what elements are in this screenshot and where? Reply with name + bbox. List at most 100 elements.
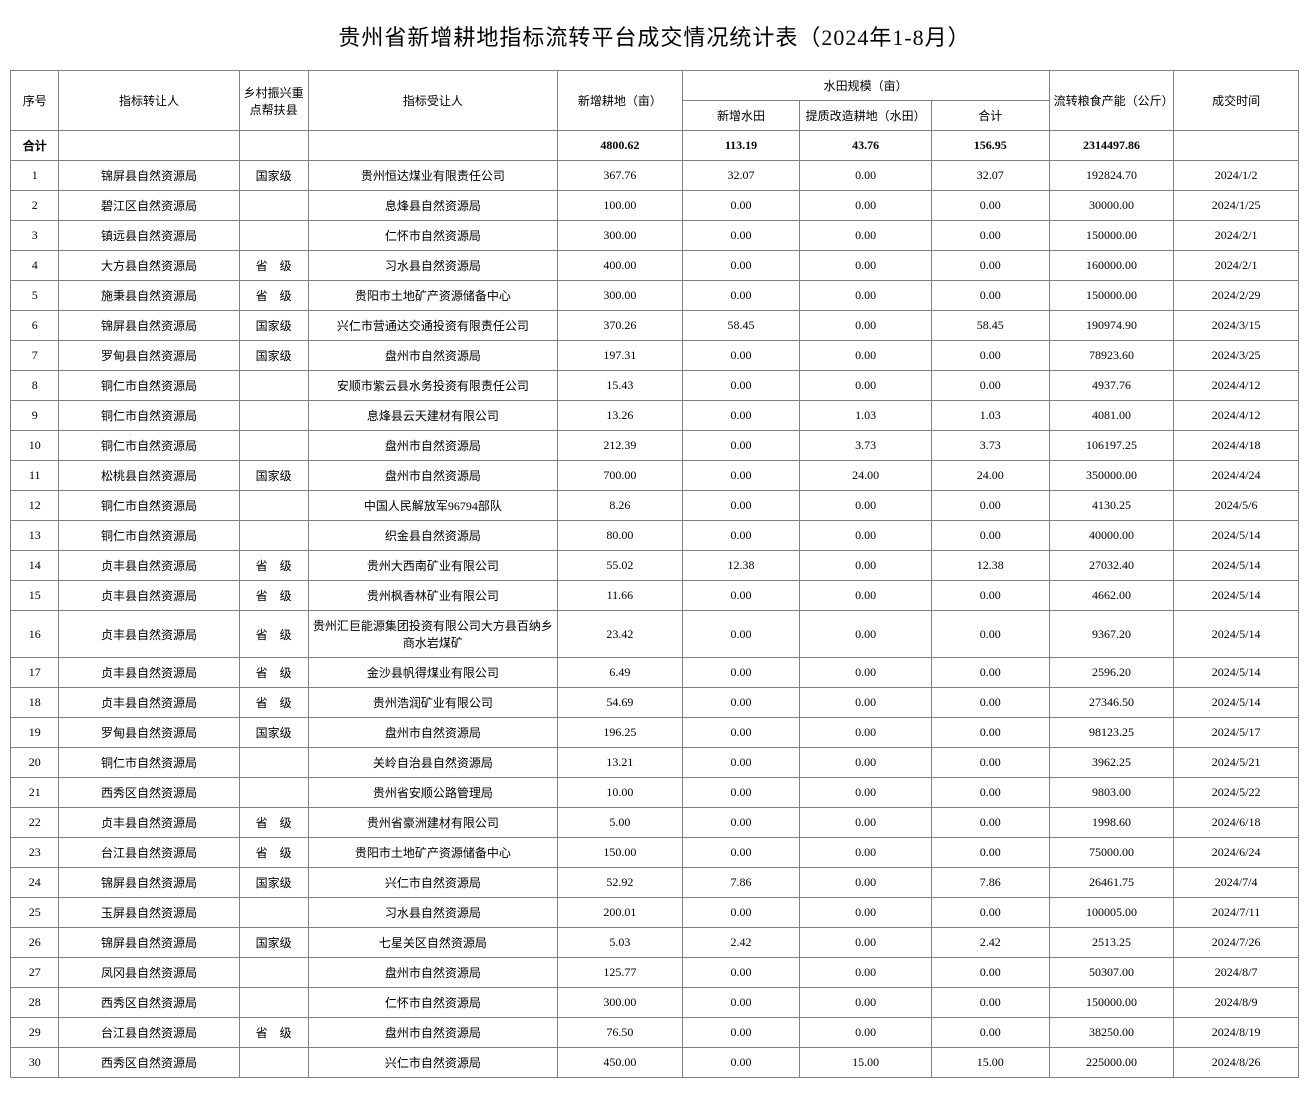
table-row: 19罗甸县自然资源局国家级盘州市自然资源局196.250.000.000.009… <box>11 718 1299 748</box>
total-label: 合计 <box>11 131 59 161</box>
cell-transferor: 台江县自然资源局 <box>59 1018 239 1048</box>
cell-village <box>239 521 308 551</box>
cell-improve: 0.00 <box>800 928 932 958</box>
table-row: 5施秉县自然资源局省 级贵阳市土地矿产资源储备中心300.000.000.000… <box>11 281 1299 311</box>
cell-transferee: 盘州市自然资源局 <box>308 431 557 461</box>
cell-newland: 6.49 <box>558 658 683 688</box>
table-row: 7罗甸县自然资源局国家级盘州市自然资源局197.310.000.000.0078… <box>11 341 1299 371</box>
cell-seq: 8 <box>11 371 59 401</box>
cell-seq: 28 <box>11 988 59 1018</box>
cell-transferee: 贵阳市土地矿产资源储备中心 <box>308 281 557 311</box>
table-row: 4大方县自然资源局省 级习水县自然资源局400.000.000.000.0016… <box>11 251 1299 281</box>
cell-improve: 3.73 <box>800 431 932 461</box>
cell-subtotal: 0.00 <box>931 611 1049 658</box>
cell-subtotal: 15.00 <box>931 1048 1049 1078</box>
table-row: 13铜仁市自然资源局织金县自然资源局80.000.000.000.0040000… <box>11 521 1299 551</box>
cell-newpaddy: 0.00 <box>682 988 800 1018</box>
cell-newpaddy: 0.00 <box>682 491 800 521</box>
table-row: 18贞丰县自然资源局省 级贵州浩润矿业有限公司54.690.000.000.00… <box>11 688 1299 718</box>
cell-date: 2024/7/26 <box>1174 928 1299 958</box>
cell-subtotal: 0.00 <box>931 221 1049 251</box>
cell-date: 2024/5/14 <box>1174 551 1299 581</box>
table-row: 25玉屏县自然资源局习水县自然资源局200.010.000.000.001000… <box>11 898 1299 928</box>
cell-newpaddy: 0.00 <box>682 371 800 401</box>
cell-grain: 192824.70 <box>1049 161 1174 191</box>
cell-grain: 2513.25 <box>1049 928 1174 958</box>
cell-transferee: 盘州市自然资源局 <box>308 341 557 371</box>
cell-date: 2024/8/7 <box>1174 958 1299 988</box>
page-title: 贵州省新增耕地指标流转平台成交情况统计表（2024年1-8月） <box>10 20 1299 52</box>
cell-date: 2024/8/19 <box>1174 1018 1299 1048</box>
cell-grain: 4130.25 <box>1049 491 1174 521</box>
cell-grain: 9367.20 <box>1049 611 1174 658</box>
total-subtotal: 156.95 <box>931 131 1049 161</box>
cell-seq: 4 <box>11 251 59 281</box>
cell-transferee: 息烽县云天建材有限公司 <box>308 401 557 431</box>
total-improve: 43.76 <box>800 131 932 161</box>
cell-newpaddy: 0.00 <box>682 431 800 461</box>
cell-newpaddy: 0.00 <box>682 281 800 311</box>
cell-grain: 98123.25 <box>1049 718 1174 748</box>
cell-subtotal: 7.86 <box>931 868 1049 898</box>
cell-newpaddy: 12.38 <box>682 551 800 581</box>
cell-transferor: 锦屏县自然资源局 <box>59 868 239 898</box>
header-transferee: 指标受让人 <box>308 71 557 131</box>
cell-improve: 0.00 <box>800 748 932 778</box>
cell-date: 2024/6/18 <box>1174 808 1299 838</box>
table-row: 22贞丰县自然资源局省 级贵州省豪洲建材有限公司5.000.000.000.00… <box>11 808 1299 838</box>
cell-newland: 8.26 <box>558 491 683 521</box>
cell-transferor: 贞丰县自然资源局 <box>59 808 239 838</box>
cell-improve: 0.00 <box>800 311 932 341</box>
cell-grain: 30000.00 <box>1049 191 1174 221</box>
data-table: 序号 指标转让人 乡村振兴重点帮扶县 指标受让人 新增耕地（亩） 水田规模（亩）… <box>10 70 1299 1078</box>
cell-improve: 24.00 <box>800 461 932 491</box>
cell-newland: 150.00 <box>558 838 683 868</box>
cell-village <box>239 221 308 251</box>
cell-date: 2024/4/12 <box>1174 371 1299 401</box>
cell-newland: 76.50 <box>558 1018 683 1048</box>
header-village: 乡村振兴重点帮扶县 <box>239 71 308 131</box>
cell-date: 2024/1/25 <box>1174 191 1299 221</box>
header-paddy-group: 水田规模（亩） <box>682 71 1049 101</box>
cell-newland: 367.76 <box>558 161 683 191</box>
cell-seq: 26 <box>11 928 59 958</box>
cell-seq: 13 <box>11 521 59 551</box>
cell-date: 2024/5/14 <box>1174 611 1299 658</box>
cell-seq: 27 <box>11 958 59 988</box>
table-row: 26锦屏县自然资源局国家级七星关区自然资源局5.032.420.002.4225… <box>11 928 1299 958</box>
cell-newpaddy: 0.00 <box>682 221 800 251</box>
cell-transferee: 贵州省安顺公路管理局 <box>308 778 557 808</box>
cell-newland: 125.77 <box>558 958 683 988</box>
cell-improve: 0.00 <box>800 958 932 988</box>
cell-transferee: 贵州恒达煤业有限责任公司 <box>308 161 557 191</box>
cell-seq: 25 <box>11 898 59 928</box>
cell-transferee: 织金县自然资源局 <box>308 521 557 551</box>
cell-date: 2024/5/22 <box>1174 778 1299 808</box>
cell-village <box>239 431 308 461</box>
cell-village: 省 级 <box>239 551 308 581</box>
cell-newpaddy: 0.00 <box>682 521 800 551</box>
total-newland: 4800.62 <box>558 131 683 161</box>
cell-date: 2024/2/1 <box>1174 251 1299 281</box>
cell-subtotal: 0.00 <box>931 371 1049 401</box>
cell-village: 省 级 <box>239 658 308 688</box>
cell-subtotal: 0.00 <box>931 838 1049 868</box>
cell-newland: 300.00 <box>558 988 683 1018</box>
cell-newpaddy: 58.45 <box>682 311 800 341</box>
table-row: 8铜仁市自然资源局安顺市紫云县水务投资有限责任公司15.430.000.000.… <box>11 371 1299 401</box>
cell-improve: 0.00 <box>800 221 932 251</box>
cell-seq: 18 <box>11 688 59 718</box>
cell-transferee: 盘州市自然资源局 <box>308 461 557 491</box>
cell-newpaddy: 32.07 <box>682 161 800 191</box>
cell-seq: 19 <box>11 718 59 748</box>
cell-newpaddy: 0.00 <box>682 191 800 221</box>
cell-newpaddy: 0.00 <box>682 688 800 718</box>
cell-subtotal: 0.00 <box>931 898 1049 928</box>
cell-transferor: 镇远县自然资源局 <box>59 221 239 251</box>
cell-grain: 75000.00 <box>1049 838 1174 868</box>
cell-grain: 150000.00 <box>1049 281 1174 311</box>
table-row: 27凤冈县自然资源局盘州市自然资源局125.770.000.000.005030… <box>11 958 1299 988</box>
cell-transferee: 盘州市自然资源局 <box>308 958 557 988</box>
cell-transferor: 台江县自然资源局 <box>59 838 239 868</box>
cell-grain: 2596.20 <box>1049 658 1174 688</box>
